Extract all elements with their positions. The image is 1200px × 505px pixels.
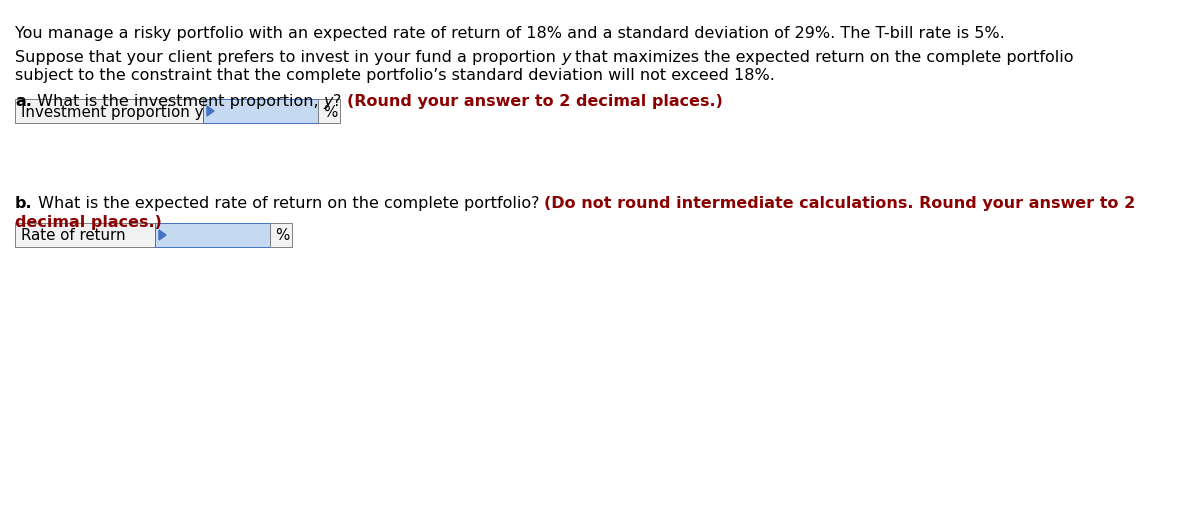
Text: %: % [323,105,337,119]
Text: subject to the constraint that the complete portfolio’s standard deviation will : subject to the constraint that the compl… [14,68,775,83]
Bar [203,100,318,124]
Text: decimal places.): decimal places.) [14,215,162,230]
Text: y: y [562,50,570,65]
Text: Rate of return: Rate of return [22,228,126,243]
Bar [270,224,292,247]
Text: Suppose that your client prefers to invest in your fund a proportion: Suppose that your client prefers to inve… [14,50,562,65]
Text: %: % [275,228,289,243]
Bar [14,224,155,247]
Text: (Round your answer to 2 decimal places.): (Round your answer to 2 decimal places.) [347,94,722,109]
Bar [155,224,270,247]
Bar [14,100,203,124]
Text: What is the expected rate of return on the complete portfolio?: What is the expected rate of return on t… [32,195,545,211]
Text: You manage a risky portfolio with an expected rate of return of 18% and a standa: You manage a risky portfolio with an exp… [14,26,1004,41]
Text: Investment proportion y: Investment proportion y [22,105,204,119]
Polygon shape [158,231,166,240]
Text: that maximizes the expected return on the complete portfolio: that maximizes the expected return on th… [570,50,1074,65]
Text: a.: a. [14,94,32,109]
Bar [318,100,340,124]
Text: y: y [324,94,334,109]
Text: (Do not round intermediate calculations. Round your answer to 2: (Do not round intermediate calculations.… [545,195,1135,211]
Text: ?: ? [334,94,347,109]
Text: What is the investment proportion,: What is the investment proportion, [32,94,324,109]
Polygon shape [208,107,214,117]
Text: b.: b. [14,195,32,211]
